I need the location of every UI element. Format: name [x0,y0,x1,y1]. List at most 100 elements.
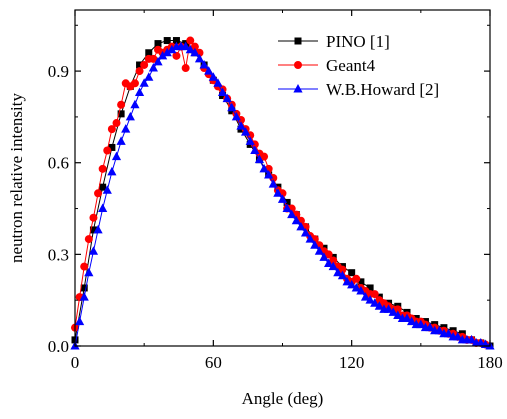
data-point [190,42,199,51]
data-point [108,143,116,151]
data-point [273,188,283,197]
data-point [199,59,209,69]
data-point [305,234,315,243]
data-point [434,325,444,335]
data-point [107,125,116,134]
data-point [365,295,375,304]
data-point [134,87,145,96]
data-point [370,298,380,307]
x-tick-label: 60 [205,353,222,372]
data-point [84,267,94,277]
data-point [259,163,269,173]
data-point [283,198,291,206]
data-point [117,100,126,109]
data-point [153,56,163,66]
data-point [84,235,93,244]
data-point [145,49,153,57]
legend: PINO [1] Geant4 W.B.Howard [2] [278,32,439,99]
data-point [125,111,135,121]
data-point [135,67,144,76]
legend-marker [294,37,302,45]
data-point [250,145,260,155]
data-point [190,47,200,57]
data-point [181,41,191,51]
data-point [88,246,99,255]
data-point [154,40,162,48]
data-point [333,267,343,277]
data-point [466,334,477,344]
data-point [79,292,89,301]
data-point [360,292,371,301]
data-point [319,252,329,261]
data-point [130,79,139,88]
legend-marker [294,61,302,69]
data-point [366,284,374,292]
data-point [324,258,334,268]
x-axis-label: Angle (deg) [242,389,324,408]
data-point [347,279,357,289]
data-point [102,185,112,194]
data-point [260,152,269,161]
data-point [425,322,435,332]
data-point [352,274,361,283]
data-point [172,51,181,60]
x-tick-label: 0 [71,353,80,372]
data-point [80,284,88,292]
data-point [351,282,361,292]
y-tick-label: 0.6 [48,154,69,173]
data-point [149,54,158,63]
data-point [277,194,288,203]
data-point [393,310,403,319]
legend-label: W.B.Howard [2] [326,80,439,99]
data-point [136,61,144,69]
data-point [217,87,228,96]
data-point [99,183,107,191]
data-point [296,221,306,231]
data-point [443,328,454,338]
data-point [268,179,278,188]
legend-label: PINO [1] [326,32,390,51]
data-point [236,121,246,130]
data-point [139,78,149,87]
data-point [208,72,218,81]
y-tick-label: 0.9 [48,62,69,81]
data-point [89,226,97,234]
data-point [383,304,394,313]
data-point [117,110,125,118]
data-point [94,189,103,198]
data-point [186,36,195,45]
data-point [194,53,205,63]
data-point [388,307,398,316]
data-point [241,127,251,136]
data-point [329,256,338,265]
data-point [204,66,214,75]
data-point [140,60,149,69]
data-point [453,331,463,341]
data-point [231,111,241,121]
data-point [310,240,320,249]
data-point [324,250,333,259]
data-point [227,102,237,112]
y-tick-label: 0.3 [48,245,69,264]
data-point [112,119,121,128]
data-point [162,47,172,57]
data-point [107,166,117,176]
data-point [121,124,131,133]
data-point [338,265,347,274]
data-point [98,203,108,213]
data-point [300,227,311,237]
data-point [416,319,426,329]
data-point [75,316,85,326]
data-point [116,136,126,145]
y-axis-label: neutron relative intensity [7,93,26,263]
data-point [98,164,107,173]
data-point [337,270,348,280]
plot-frame [74,9,491,347]
data-point [163,37,171,45]
data-point [80,262,89,271]
data-point [370,290,379,299]
legend-marker [293,84,303,93]
data-point [89,213,98,222]
legend-label: Geant4 [326,56,376,75]
